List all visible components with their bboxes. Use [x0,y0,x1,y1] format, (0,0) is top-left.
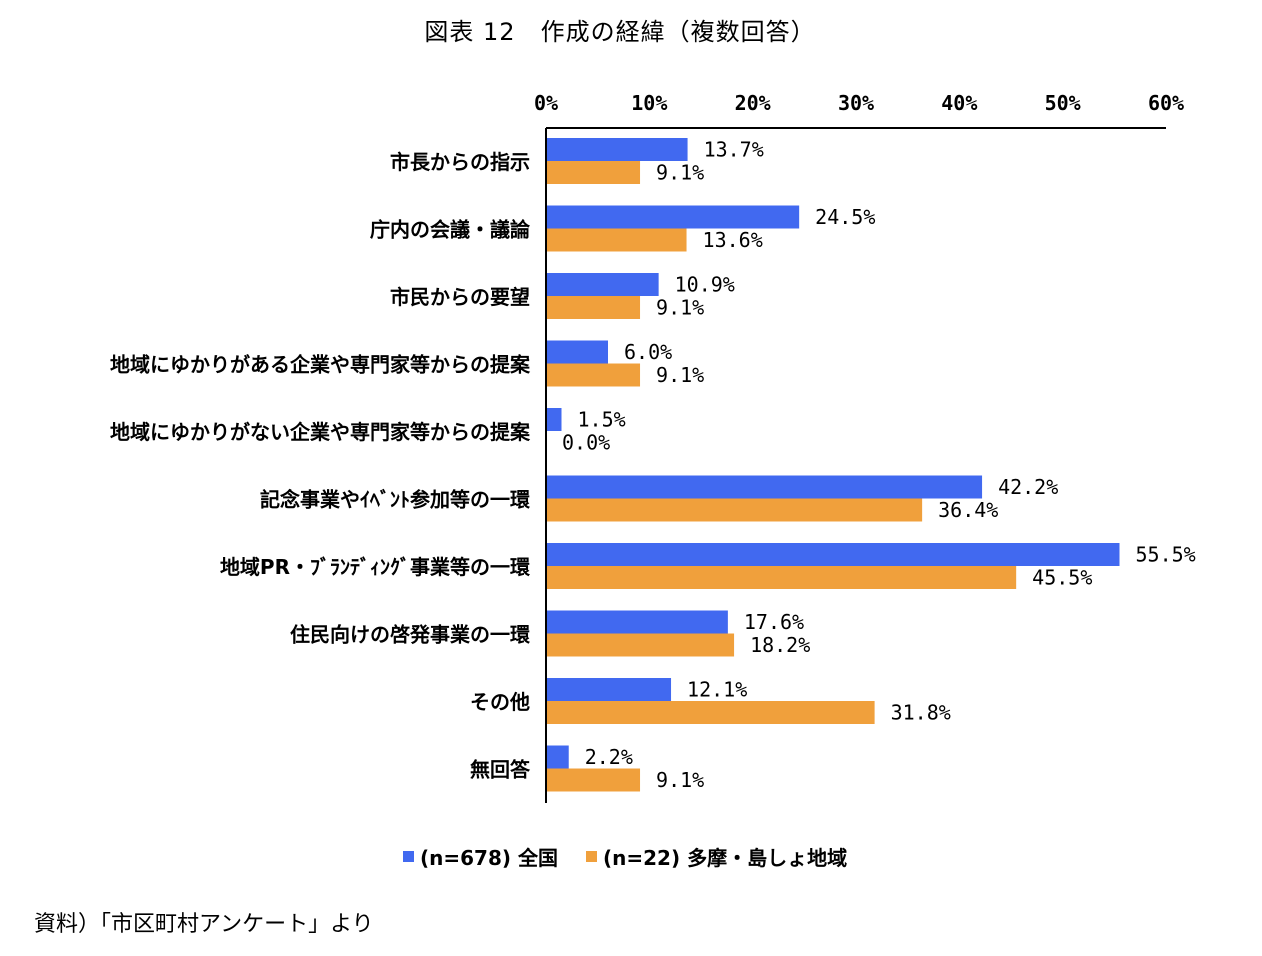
bar-national [546,745,569,769]
source-note: 資料）「市区町村アンケート」より [34,912,374,937]
category-label: 市長からの指示 [390,150,530,174]
legend-label-tama: (n=22) 多摩・島しょ地域 [603,846,848,870]
legend-swatch-tama [586,851,597,862]
data-label: 9.1% [656,363,704,387]
data-label: 10.9% [675,273,735,297]
bar-national [546,678,672,701]
bar-tama [546,296,641,319]
x-tick-label: 40% [941,91,977,115]
legend-label-national: (n=678) 全国 [420,846,558,870]
data-label: 31.8% [891,701,951,725]
x-tick-label: 20% [735,91,771,115]
bar-tama [546,161,641,184]
bar-tama [546,633,735,657]
data-label: 1.5% [578,408,626,432]
bar-national [546,610,728,634]
category-label: 記念事業やｲﾍﾞﾝﾄ参加等の一環 [260,488,531,512]
data-label: 17.6% [744,610,804,634]
legend-swatch-national [403,851,414,862]
chart-legend: (n=678) 全国 (n=22) 多摩・島しょ地域 [403,842,875,871]
bar-tama [546,768,641,792]
data-label: 2.2% [585,745,633,769]
data-label: 18.2% [750,633,810,657]
x-tick-label: 30% [838,91,874,115]
data-label: 12.1% [687,678,747,702]
data-label: 9.1% [656,768,704,792]
data-label: 6.0% [624,340,672,364]
data-label: 55.5% [1136,543,1196,567]
bar-national [546,138,688,161]
bar-chart: 0% 10% 20% 30% 40% 50% 60% 市長からの指示庁内の会議・議論市民からの… [110,91,1196,803]
bar-tama [546,498,923,522]
x-tick-label: 50% [1045,91,1081,115]
category-label: 住民向けの啓発事業の一環 [290,623,531,647]
bar-national [546,340,608,364]
bar-tama [546,228,687,252]
category-label: 地域にゆかりがある企業や専門家等からの提案 [110,353,531,377]
legend-item-national: (n=678) 全国 [403,842,558,871]
data-label: 45.5% [1032,566,1092,590]
legend-item-tama: (n=22) 多摩・島しょ地域 [586,842,847,871]
data-label: 42.2% [998,475,1058,499]
bar-tama [546,701,875,724]
category-label: 庁内の会議・議論 [370,218,531,242]
category-label: 地域PR・ﾌﾞﾗﾝﾃﾞｨﾝｸﾞ事業等の一環 [220,555,531,579]
bar-national [546,475,983,499]
bar-national [546,205,800,229]
category-label: 地域にゆかりがない企業や専門家等からの提案 [110,420,531,444]
category-label: 無回答 [470,758,531,782]
data-label: 9.1% [656,296,704,320]
data-label: 13.7% [704,138,764,162]
bar-national [546,543,1120,566]
bar-national [546,273,659,296]
bar-tama [546,363,641,387]
category-label: その他 [470,690,530,714]
data-label: 24.5% [815,205,875,229]
bar-national [546,408,562,431]
bar-tama [546,566,1017,589]
data-label: 36.4% [938,498,998,522]
data-label: 13.6% [703,228,763,252]
x-tick-label: 0% [534,91,558,115]
data-label: 0.0% [562,431,610,455]
x-tick-label: 60% [1148,91,1184,115]
category-label: 市民からの要望 [390,285,530,309]
x-tick-label: 10% [631,91,667,115]
chart-title: 図表 12 作成の経緯（複数回答） [424,18,816,46]
data-label: 9.1% [656,161,704,185]
